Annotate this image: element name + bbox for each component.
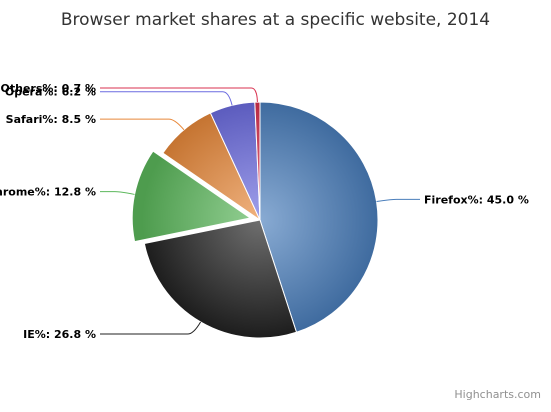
data-label-others: Others%: 0.7 % <box>1 82 96 95</box>
connector-safari <box>100 118 185 131</box>
data-label-ie: IE%: 26.8 % <box>23 328 96 341</box>
data-label-chrome: Chrome%: 12.8 % <box>0 186 96 199</box>
chart-title: Browser market shares at a specific webs… <box>61 10 490 30</box>
pie-slice-chrome[interactable] <box>131 150 252 243</box>
data-label-safari: Safari%: 8.5 % <box>6 113 96 126</box>
connector-chrome <box>100 191 135 195</box>
slices-group <box>131 101 379 339</box>
connector-opera <box>100 91 233 106</box>
connectors-group <box>100 87 420 335</box>
labels-group: Firefox%: 45.0 % IE%: 26.8 % Chrome%: 12.8… <box>0 82 529 341</box>
credit-link[interactable]: Highcharts.com <box>454 388 541 401</box>
connector-firefox <box>376 198 420 203</box>
data-label-opera: Opera%: 6.2 % <box>5 86 96 99</box>
data-label-firefox: Firefox%: 45.0 % <box>424 193 529 206</box>
connector-ie <box>100 321 202 335</box>
connector-others <box>100 87 258 103</box>
pie-slice-firefox[interactable] <box>259 101 379 333</box>
